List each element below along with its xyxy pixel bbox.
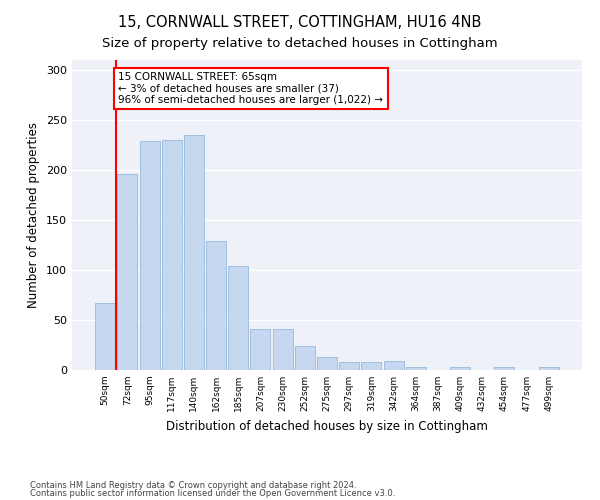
Bar: [539, 367, 559, 370]
Text: Contains public sector information licensed under the Open Government Licence v3: Contains public sector information licen…: [30, 489, 395, 498]
Text: 15, CORNWALL STREET, COTTINGHAM, HU16 4NB: 15, CORNWALL STREET, COTTINGHAM, HU16 4N…: [118, 15, 482, 30]
Bar: [272, 329, 293, 370]
Bar: [162, 140, 182, 370]
Bar: [406, 367, 426, 370]
Bar: [118, 174, 137, 370]
Bar: [250, 329, 271, 370]
Bar: [95, 303, 115, 370]
Bar: [295, 346, 315, 370]
Text: 15 CORNWALL STREET: 65sqm
← 3% of detached houses are smaller (37)
96% of semi-d: 15 CORNWALL STREET: 65sqm ← 3% of detach…: [118, 72, 383, 105]
Bar: [494, 367, 514, 370]
Y-axis label: Number of detached properties: Number of detached properties: [28, 122, 40, 308]
Bar: [361, 362, 382, 370]
Bar: [383, 361, 404, 370]
Bar: [206, 241, 226, 370]
Bar: [228, 266, 248, 370]
Bar: [184, 135, 204, 370]
Text: Contains HM Land Registry data © Crown copyright and database right 2024.: Contains HM Land Registry data © Crown c…: [30, 480, 356, 490]
Text: Size of property relative to detached houses in Cottingham: Size of property relative to detached ho…: [102, 38, 498, 51]
Bar: [450, 367, 470, 370]
X-axis label: Distribution of detached houses by size in Cottingham: Distribution of detached houses by size …: [166, 420, 488, 432]
Bar: [317, 357, 337, 370]
Bar: [140, 141, 160, 370]
Bar: [339, 362, 359, 370]
